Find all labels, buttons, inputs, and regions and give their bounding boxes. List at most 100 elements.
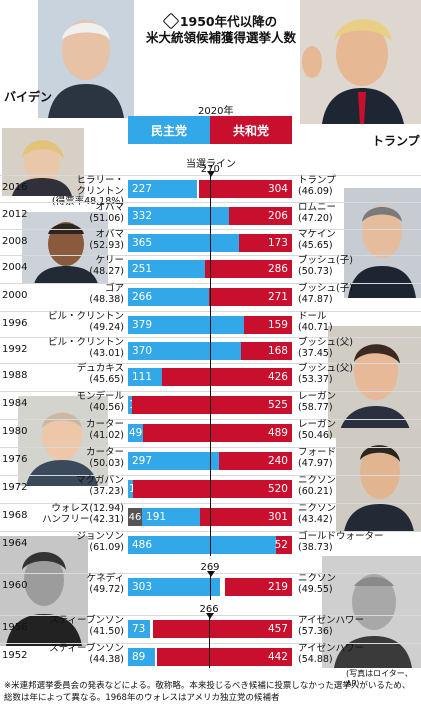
bar-rep: 301 bbox=[200, 508, 292, 526]
threshold-marker bbox=[206, 613, 215, 619]
bar-rep: 304 bbox=[199, 180, 292, 198]
rep-candidate-name: ドール (40.71) bbox=[298, 311, 418, 333]
gwbush-portrait bbox=[344, 188, 421, 298]
bar-rep: 457 bbox=[152, 620, 292, 638]
rep-candidate-label: レーガン bbox=[298, 391, 337, 402]
rep-vote-share: (37.45) bbox=[298, 347, 333, 359]
rep-vote-share: (43.42) bbox=[298, 513, 333, 525]
dem-vote-share: (50.03) bbox=[89, 457, 124, 469]
rep-candidate-label: トランプ bbox=[298, 175, 336, 186]
threshold-line bbox=[209, 614, 211, 668]
biden-name-label: バイデン bbox=[4, 90, 53, 104]
dem-candidate-label: カーター bbox=[85, 419, 124, 430]
rep-vote-share: (49.55) bbox=[298, 583, 333, 595]
year-label: 1968 bbox=[2, 510, 28, 521]
rep-candidate-name: ニクソン (49.55) bbox=[298, 573, 418, 595]
rep-candidate-label: マケイン bbox=[298, 229, 336, 240]
rep-candidate-label: ブッシュ(父) bbox=[298, 363, 353, 374]
dem-candidate-label: モンデール bbox=[76, 391, 124, 402]
dem-vote-share: (48.27) bbox=[89, 265, 124, 277]
rep-vote-share: (60.21) bbox=[298, 485, 333, 497]
bar-rep: 525 bbox=[131, 396, 292, 414]
rep-vote-share: (53.37) bbox=[298, 373, 333, 385]
threshold-line bbox=[210, 572, 211, 600]
rep-vote-share: (38.73) bbox=[298, 541, 333, 553]
threshold-value: 266 bbox=[199, 604, 219, 615]
bar-dem: 191 bbox=[142, 508, 201, 526]
dem-vote-share: (40.56) bbox=[89, 401, 124, 413]
rep-candidate-label: アイゼンハワー bbox=[298, 643, 365, 654]
bar-rep: 168 bbox=[240, 342, 292, 360]
dem-header: 民主党 bbox=[128, 116, 210, 144]
trump-portrait bbox=[300, 0, 421, 124]
trump-name-label: トランプ bbox=[372, 134, 420, 148]
threshold-value: 270 bbox=[200, 164, 220, 175]
dem-vote-share: (61.09) bbox=[89, 541, 124, 553]
rep-candidate-name: アイゼンハワー (57.36) bbox=[298, 615, 418, 637]
dem-vote-share: (41.50) bbox=[89, 625, 124, 637]
rep-vote-share: (47.20) bbox=[298, 212, 333, 224]
bar-dem: 89 bbox=[128, 648, 156, 666]
dem-vote-share: (49.72) bbox=[89, 583, 124, 595]
dem-candidate-name: ケリー (48.27) bbox=[40, 255, 124, 277]
rep-candidate-label: ニクソン bbox=[298, 475, 337, 486]
rep-candidate-name: ゴールドウォーター (38.73) bbox=[298, 531, 418, 553]
bar-rep: 520 bbox=[133, 480, 292, 498]
dem-candidate-name: ウォレス(12.94) ハンフリー(42.31) bbox=[40, 503, 124, 525]
dem-candidate-label: ケネディ bbox=[86, 573, 124, 584]
header-year: 2020年 bbox=[198, 106, 234, 117]
dem-candidate-label: ウォレス(12.94) ハンフリー(42.31) bbox=[42, 503, 124, 525]
dem-candidate-name: ビル・クリントン (43.01) bbox=[40, 337, 124, 359]
rep-vote-share: (45.65) bbox=[298, 239, 333, 251]
year-label: 1964 bbox=[2, 538, 28, 549]
threshold-marker bbox=[207, 171, 216, 177]
eisenhower-portrait bbox=[322, 556, 421, 668]
dem-candidate-name: カーター (41.02) bbox=[40, 419, 124, 441]
rep-vote-share: (40.71) bbox=[298, 321, 333, 333]
rep-vote-share: (50.46) bbox=[298, 429, 333, 441]
nixon-portrait bbox=[336, 428, 421, 532]
dem-candidate-name: オバマ (51.06) bbox=[40, 202, 124, 224]
rep-candidate-name: ロムニー (47.20) bbox=[298, 202, 418, 224]
threshold-line bbox=[210, 172, 212, 556]
rep-candidate-label: ドール bbox=[298, 311, 327, 322]
rep-candidate-name: アイゼンハワー (54.88) bbox=[298, 643, 418, 665]
year-label: 1956 bbox=[2, 622, 28, 633]
rep-candidate-name: トランプ (46.09) bbox=[298, 175, 418, 197]
rep-candidate-label: フォード bbox=[298, 447, 337, 458]
rep-candidate-label: ニクソン bbox=[298, 573, 337, 584]
dem-candidate-label: オバマ bbox=[95, 202, 124, 213]
dem-candidate-name: カーター (50.03) bbox=[40, 447, 124, 469]
dem-candidate-label: スティーブンソン bbox=[49, 643, 124, 654]
dem-candidate-name: スティーブンソン (44.38) bbox=[40, 643, 124, 665]
year-label: 1980 bbox=[2, 426, 28, 437]
rep-vote-share: (46.09) bbox=[298, 185, 333, 197]
threshold-value: 269 bbox=[200, 562, 220, 573]
year-label: 2016 bbox=[2, 182, 28, 193]
year-label: 1984 bbox=[2, 398, 28, 409]
dem-candidate-name: モンデール (40.56) bbox=[40, 391, 124, 413]
bar-rep: 52 bbox=[275, 536, 292, 554]
dem-candidate-name: マクガバン (37.23) bbox=[40, 475, 124, 497]
dem-candidate-label: ケリー bbox=[95, 255, 124, 266]
dem-candidate-label: ビル・クリントン bbox=[47, 337, 124, 348]
bar-rep: 219 bbox=[225, 578, 292, 596]
dem-candidate-label: デュカキス bbox=[76, 363, 124, 374]
rep-candidate-label: ロムニー bbox=[298, 202, 337, 213]
obama-portrait bbox=[22, 212, 108, 284]
year-label: 2012 bbox=[2, 209, 28, 220]
year-label: 1992 bbox=[2, 344, 28, 355]
bar-rep: 240 bbox=[218, 452, 292, 470]
rep-vote-share: (58.77) bbox=[298, 401, 333, 413]
chart-title: 1950年代以降の 米大統領候補獲得選挙人数 bbox=[145, 12, 296, 45]
year-label: 2008 bbox=[2, 236, 28, 247]
bar-rep: 173 bbox=[239, 234, 292, 252]
rep-candidate-name: フォード (47.97) bbox=[298, 447, 418, 469]
bar-dem: 49 bbox=[128, 424, 143, 442]
dem-candidate-name: スティーブンソン (41.50) bbox=[40, 615, 124, 637]
dem-candidate-name: デュカキス (45.65) bbox=[40, 363, 124, 385]
threshold-marker bbox=[207, 571, 215, 577]
dem-vote-share: (51.06) bbox=[89, 212, 124, 224]
dem-candidate-label: ゴア bbox=[104, 283, 124, 294]
biden-portrait bbox=[38, 0, 134, 118]
